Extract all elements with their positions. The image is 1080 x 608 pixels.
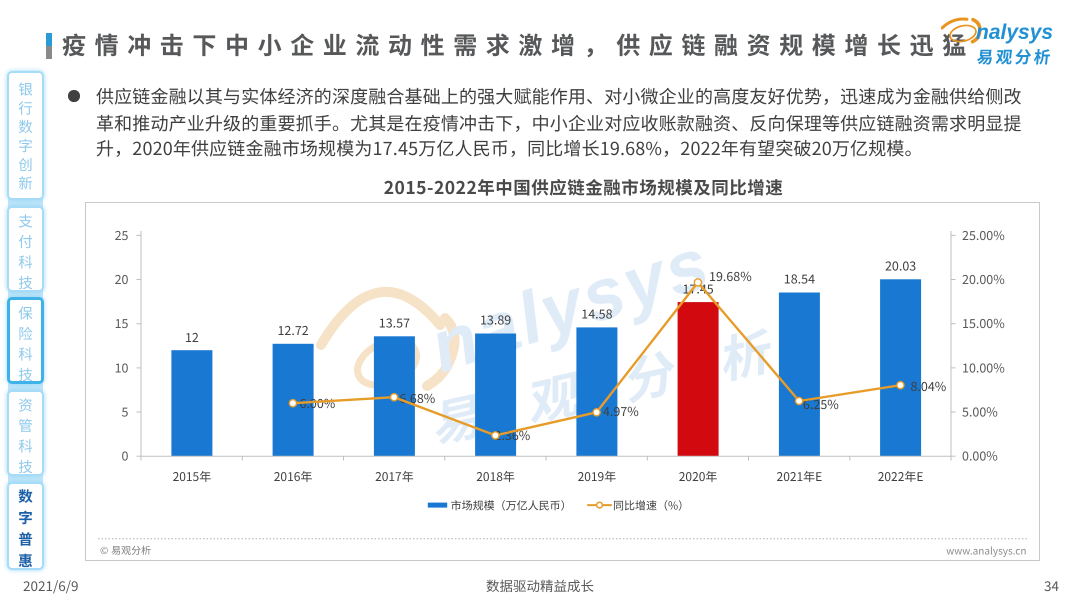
svg-text:2016年: 2016年 (274, 468, 313, 485)
svg-text:14.58: 14.58 (581, 304, 612, 323)
svg-text:25.00%: 25.00% (962, 225, 1005, 244)
svg-text:2017年: 2017年 (375, 468, 414, 485)
svg-text:12.72: 12.72 (277, 320, 308, 339)
svg-text:10.00%: 10.00% (962, 357, 1005, 376)
svg-text:13.57: 13.57 (379, 313, 410, 332)
svg-text:6.68%: 6.68% (400, 388, 436, 407)
svg-text:2022年E: 2022年E (878, 468, 924, 485)
svg-text:4.97%: 4.97% (603, 401, 639, 420)
svg-text:2019年: 2019年 (578, 468, 617, 485)
svg-text:8.04%: 8.04% (911, 376, 947, 395)
svg-text:2018年: 2018年 (476, 468, 515, 485)
svg-text:2020年: 2020年 (679, 468, 718, 485)
svg-text:20.00%: 20.00% (962, 269, 1005, 288)
svg-text:2021年E: 2021年E (777, 468, 823, 485)
svg-text:15.00%: 15.00% (962, 313, 1005, 332)
svg-text:www.analysys.cn: www.analysys.cn (946, 543, 1026, 558)
svg-text:10: 10 (115, 357, 129, 376)
svg-text:2015年: 2015年 (173, 468, 212, 485)
svg-text:同比增速（%）: 同比增速（%） (613, 497, 689, 513)
svg-text:0: 0 (122, 446, 129, 465)
svg-text:© 易观分析: © 易观分析 (100, 542, 151, 557)
svg-text:19.68%: 19.68% (709, 266, 752, 285)
svg-text:15: 15 (115, 313, 129, 332)
svg-text:5: 5 (122, 401, 129, 420)
svg-text:20.03: 20.03 (885, 256, 916, 275)
svg-text:13.89: 13.89 (480, 310, 511, 329)
svg-text:市场规模（万亿人民币）: 市场规模（万亿人民币） (451, 497, 572, 513)
svg-text:5.00%: 5.00% (962, 401, 998, 420)
svg-text:12: 12 (185, 327, 199, 346)
svg-text:20: 20 (115, 269, 129, 288)
svg-text:0.00%: 0.00% (962, 446, 998, 465)
svg-text:18.54: 18.54 (784, 269, 815, 288)
svg-text:25: 25 (115, 225, 129, 244)
